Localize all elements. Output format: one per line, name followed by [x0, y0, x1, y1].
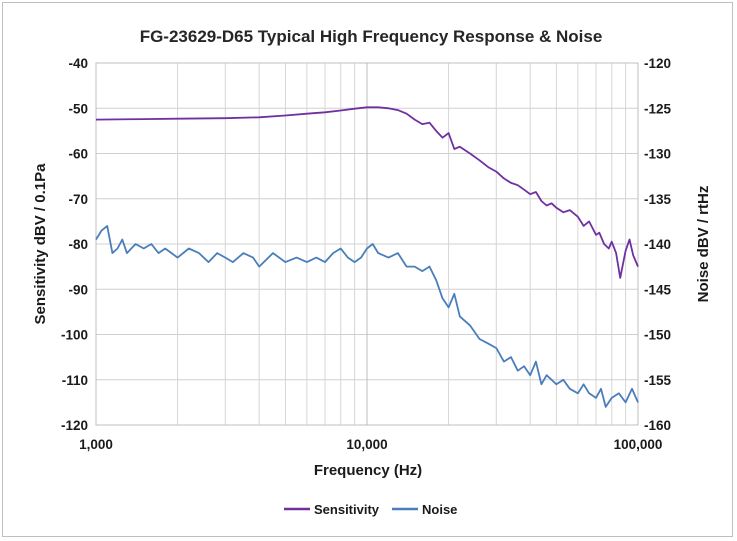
y2-tick-label: -130 — [644, 147, 671, 162]
right-axis-ticks: -120 -125 -130 -135 -140 -145 -150 -155 -160 — [644, 56, 672, 433]
y-tick-label: -60 — [68, 147, 88, 162]
plot-area-border — [95, 62, 639, 426]
legend-label-noise: Noise — [422, 502, 457, 517]
x-axis-label: Frequency (Hz) — [314, 462, 422, 479]
y2-tick-label: -125 — [644, 101, 672, 116]
y-tick-label: -90 — [68, 282, 88, 297]
y-tick-label: -80 — [68, 237, 88, 252]
y2-tick-label: -120 — [644, 56, 671, 71]
grid-lines — [96, 63, 638, 425]
x-tick-label: 1,000 — [79, 437, 113, 452]
series-lines — [95, 106, 639, 408]
left-axis-ticks: -40 -50 -60 -70 -80 -90 -100 -110 -120 — [61, 56, 88, 433]
x-tick-label: 10,000 — [346, 437, 387, 452]
y2-tick-label: -140 — [644, 237, 671, 252]
y2-axis-label: Noise dBV / rtHz — [695, 186, 712, 303]
series-line-sensitivity — [95, 106, 639, 279]
legend-label-sensitivity: Sensitivity — [314, 502, 380, 517]
x-tick-label: 100,000 — [614, 437, 663, 452]
y2-tick-label: -135 — [644, 192, 672, 207]
y2-tick-label: -150 — [644, 328, 671, 343]
y2-tick-label: -145 — [644, 282, 672, 297]
x-axis-ticks: 1,000 10,000 100,000 — [79, 437, 662, 452]
y-tick-label: -50 — [68, 101, 88, 116]
y-axis-label: Sensitivity dBV / 0.1Pa — [32, 163, 49, 325]
y-tick-label: -100 — [61, 328, 88, 343]
y-tick-label: -110 — [62, 373, 88, 388]
y2-tick-label: -155 — [644, 373, 672, 388]
y2-tick-label: -160 — [644, 418, 671, 433]
y-tick-label: -120 — [61, 418, 88, 433]
y-tick-label: -40 — [68, 56, 88, 71]
series-line-noise — [95, 224, 639, 408]
legend: Sensitivity Noise — [284, 502, 457, 517]
chart-title: FG-23629-D65 Typical High Frequency Resp… — [140, 27, 603, 46]
chart-canvas: FG-23629-D65 Typical High Frequency Resp… — [32, 27, 712, 517]
y-tick-label: -70 — [68, 192, 88, 207]
